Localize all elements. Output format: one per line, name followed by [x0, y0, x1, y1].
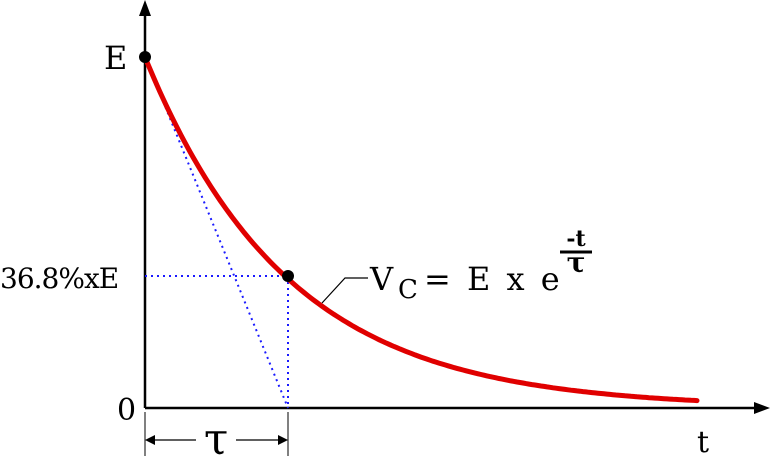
- equation-v: V: [369, 260, 394, 298]
- equation-subscript-c: C: [398, 275, 418, 305]
- equation-exponent-denominator: τ: [567, 246, 586, 279]
- equation-leader-line: [321, 277, 368, 304]
- tau-point: [282, 270, 294, 282]
- decay-curve: [142, 54, 700, 404]
- tau-label: τ: [204, 414, 228, 463]
- y-label-zero: 0: [117, 393, 136, 428]
- y-label-e: E: [104, 39, 127, 77]
- x-axis-label-t: t: [697, 425, 709, 460]
- y-axis-arrow-icon: [139, 0, 151, 16]
- x-axis-arrow-icon: [754, 402, 770, 414]
- equation-rhs: = E x e: [424, 260, 563, 298]
- y-label-36-8-percent: 36.8%xE: [0, 262, 118, 295]
- equation-exponent-numerator: -t: [566, 226, 586, 252]
- start-point: [139, 51, 151, 63]
